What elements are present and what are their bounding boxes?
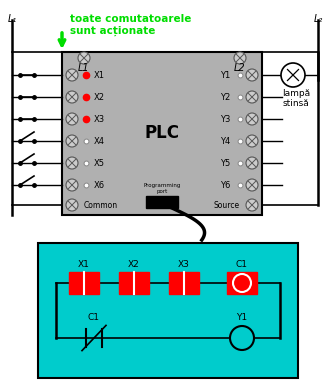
Text: Y1: Y1 bbox=[220, 71, 230, 79]
Circle shape bbox=[230, 326, 254, 350]
Circle shape bbox=[233, 274, 251, 292]
Text: X6: X6 bbox=[94, 181, 105, 189]
Circle shape bbox=[281, 63, 305, 87]
Bar bbox=[227, 272, 257, 294]
Text: Y4: Y4 bbox=[220, 136, 230, 146]
Circle shape bbox=[78, 52, 90, 64]
Circle shape bbox=[234, 52, 246, 64]
Text: C1: C1 bbox=[88, 313, 100, 322]
Circle shape bbox=[246, 135, 258, 147]
Circle shape bbox=[246, 69, 258, 81]
Text: L1: L1 bbox=[78, 63, 90, 73]
Circle shape bbox=[66, 91, 78, 103]
Circle shape bbox=[66, 179, 78, 191]
Text: L₁: L₁ bbox=[7, 14, 16, 24]
Circle shape bbox=[246, 157, 258, 169]
Text: L2: L2 bbox=[234, 63, 246, 73]
Text: L₂: L₂ bbox=[314, 14, 323, 24]
Text: Y1: Y1 bbox=[236, 313, 248, 322]
Bar bbox=[119, 272, 149, 294]
Text: lampă
stinsă: lampă stinsă bbox=[282, 89, 310, 108]
Text: X2: X2 bbox=[94, 92, 105, 102]
Circle shape bbox=[66, 135, 78, 147]
Text: Y6: Y6 bbox=[220, 181, 230, 189]
Text: X1: X1 bbox=[94, 71, 105, 79]
Circle shape bbox=[246, 199, 258, 211]
Circle shape bbox=[66, 113, 78, 125]
Text: X3: X3 bbox=[94, 115, 105, 123]
Circle shape bbox=[246, 113, 258, 125]
Circle shape bbox=[246, 179, 258, 191]
Bar bbox=[38, 243, 298, 378]
Circle shape bbox=[246, 91, 258, 103]
Text: Y3: Y3 bbox=[220, 115, 230, 123]
Text: Programming
port: Programming port bbox=[143, 183, 181, 194]
Circle shape bbox=[66, 199, 78, 211]
Text: toate comutatoarele
sunt acționate: toate comutatoarele sunt acționate bbox=[70, 14, 191, 36]
Text: X5: X5 bbox=[94, 159, 105, 167]
Text: Y2: Y2 bbox=[220, 92, 230, 102]
Text: Source: Source bbox=[214, 201, 240, 209]
Text: X1: X1 bbox=[78, 260, 90, 269]
Text: X4: X4 bbox=[94, 136, 105, 146]
Text: PLC: PLC bbox=[145, 125, 180, 142]
Text: X2: X2 bbox=[128, 260, 140, 269]
Bar bbox=[146, 196, 178, 208]
Text: X3: X3 bbox=[178, 260, 190, 269]
Text: Common: Common bbox=[84, 201, 118, 209]
Text: Y5: Y5 bbox=[220, 159, 230, 167]
Circle shape bbox=[66, 157, 78, 169]
Bar bbox=[169, 272, 199, 294]
Text: C1: C1 bbox=[236, 260, 248, 269]
Bar bbox=[62, 52, 262, 215]
Circle shape bbox=[66, 69, 78, 81]
Bar bbox=[69, 272, 99, 294]
